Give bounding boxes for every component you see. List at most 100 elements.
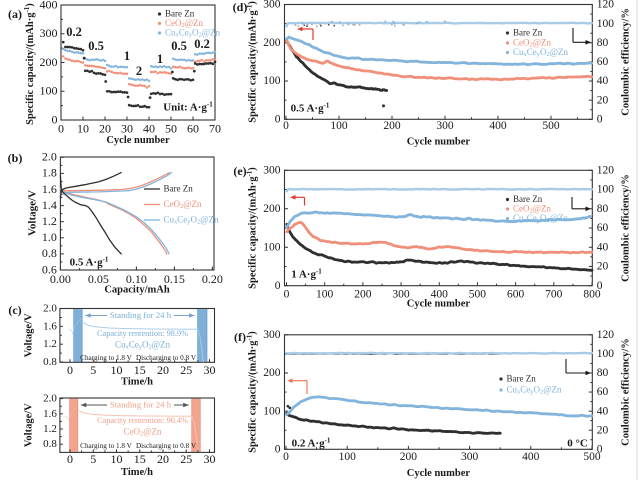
svg-text:0: 0 xyxy=(58,121,64,135)
svg-text:700: 700 xyxy=(545,289,563,301)
svg-text:(d): (d) xyxy=(233,0,248,14)
svg-text:Cycle number: Cycle number xyxy=(407,298,471,309)
svg-text:Coulombic efficiency/%: Coulombic efficiency/% xyxy=(620,8,631,116)
svg-text:200: 200 xyxy=(263,367,281,379)
svg-text:0: 0 xyxy=(275,443,281,455)
svg-text:200: 200 xyxy=(263,37,281,49)
svg-text:60: 60 xyxy=(597,56,609,68)
svg-text:100: 100 xyxy=(330,120,348,132)
svg-text:0: 0 xyxy=(283,120,289,132)
svg-text:Charging to 1.8 V: Charging to 1.8 V xyxy=(80,442,132,450)
svg-text:100: 100 xyxy=(263,405,281,417)
svg-text:0: 0 xyxy=(275,113,281,125)
svg-text:10: 10 xyxy=(111,363,123,377)
svg-text:300: 300 xyxy=(40,26,58,40)
svg-text:15: 15 xyxy=(134,452,146,466)
svg-text:CeO2@Zn: CeO2@Zn xyxy=(123,427,162,438)
svg-text:0.10: 0.10 xyxy=(126,272,147,286)
svg-text:Voltage/V: Voltage/V xyxy=(23,403,34,447)
svg-text:40: 40 xyxy=(597,75,609,87)
svg-text:300: 300 xyxy=(263,0,281,11)
svg-text:(b): (b) xyxy=(8,151,23,165)
svg-text:1.6: 1.6 xyxy=(43,408,57,420)
svg-text:120: 120 xyxy=(597,164,615,176)
svg-text:CuxCeyO2@Zn: CuxCeyO2@Zn xyxy=(507,385,563,396)
svg-text:(c): (c) xyxy=(8,303,21,317)
svg-text:5: 5 xyxy=(90,363,96,377)
svg-text:Coulombic efficiency/%: Coulombic efficiency/% xyxy=(620,174,631,282)
svg-text:0.5 A·g-1: 0.5 A·g-1 xyxy=(291,101,330,114)
svg-text:Specific capacity/(mAh·g-1): Specific capacity/(mAh·g-1) xyxy=(245,1,258,123)
svg-text:500: 500 xyxy=(542,120,560,132)
svg-text:Bare Zn: Bare Zn xyxy=(164,184,194,194)
svg-text:(e): (e) xyxy=(233,164,246,178)
svg-text:400: 400 xyxy=(431,289,449,301)
svg-text:Standing for 24 h: Standing for 24 h xyxy=(110,400,172,410)
svg-text:CuxCeyO2@Zn: CuxCeyO2@Zn xyxy=(513,213,569,224)
svg-text:100: 100 xyxy=(40,84,58,98)
svg-text:20: 20 xyxy=(597,424,609,436)
svg-text:Bare Zn: Bare Zn xyxy=(513,194,543,204)
svg-text:25: 25 xyxy=(180,452,192,466)
svg-text:20: 20 xyxy=(597,94,609,106)
svg-text:0.2: 0.2 xyxy=(66,25,82,39)
svg-text:0: 0 xyxy=(52,112,58,126)
svg-text:400: 400 xyxy=(522,451,540,463)
svg-text:Voltage/V: Voltage/V xyxy=(27,190,39,236)
svg-text:Time/h: Time/h xyxy=(121,377,153,388)
svg-text:40: 40 xyxy=(143,121,155,135)
svg-text:1.8: 1.8 xyxy=(42,166,57,180)
svg-text:80: 80 xyxy=(597,367,609,379)
svg-text:1.4: 1.4 xyxy=(42,198,57,212)
svg-text:300: 300 xyxy=(263,164,281,176)
svg-text:100: 100 xyxy=(597,184,615,196)
svg-text:0: 0 xyxy=(597,113,603,125)
svg-text:1.2: 1.2 xyxy=(43,338,57,350)
svg-text:Bare Zn: Bare Zn xyxy=(507,374,537,384)
svg-text:30: 30 xyxy=(204,452,216,466)
svg-text:2.0: 2.0 xyxy=(43,393,57,405)
svg-text:300: 300 xyxy=(461,451,479,463)
svg-text:200: 200 xyxy=(40,55,58,69)
svg-text:0: 0 xyxy=(283,451,289,463)
svg-text:400: 400 xyxy=(489,120,507,132)
svg-text:20: 20 xyxy=(597,261,609,273)
svg-text:Cycle number: Cycle number xyxy=(407,137,471,148)
svg-text:0: 0 xyxy=(284,289,290,301)
svg-text:120: 120 xyxy=(597,329,615,341)
svg-text:20: 20 xyxy=(157,452,169,466)
svg-text:10: 10 xyxy=(77,121,89,135)
svg-text:0: 0 xyxy=(275,280,281,292)
svg-text:30: 30 xyxy=(121,121,133,135)
svg-text:20: 20 xyxy=(157,363,169,377)
svg-text:0.5: 0.5 xyxy=(88,39,104,53)
svg-text:Specific capacity/(mAh·g-1): Specific capacity/(mAh·g-1) xyxy=(245,167,258,289)
svg-text:1.0: 1.0 xyxy=(42,230,57,244)
svg-text:0.6: 0.6 xyxy=(42,262,57,276)
svg-text:CeO2@Zn: CeO2@Zn xyxy=(165,18,204,29)
svg-text:2: 2 xyxy=(136,64,142,78)
svg-text:1.6: 1.6 xyxy=(42,182,57,196)
svg-text:40: 40 xyxy=(597,241,609,253)
svg-text:15: 15 xyxy=(134,363,146,377)
svg-text:200: 200 xyxy=(400,451,418,463)
svg-text:120: 120 xyxy=(597,0,615,11)
svg-text:(a): (a) xyxy=(8,7,22,21)
svg-text:Time/h: Time/h xyxy=(121,467,153,478)
svg-text:2.0: 2.0 xyxy=(43,303,57,315)
svg-text:0 °C: 0 °C xyxy=(567,438,588,450)
svg-text:Discharging to 0.8 V: Discharging to 0.8 V xyxy=(136,442,197,450)
svg-text:60: 60 xyxy=(597,222,609,234)
svg-text:0: 0 xyxy=(67,363,73,377)
svg-text:70: 70 xyxy=(209,121,221,135)
svg-text:30: 30 xyxy=(204,363,216,377)
svg-text:0.05: 0.05 xyxy=(88,272,109,286)
svg-text:Discharging to 0.8 V: Discharging to 0.8 V xyxy=(136,354,197,362)
svg-text:100: 100 xyxy=(316,289,334,301)
svg-text:0.5 A·g-1: 0.5 A·g-1 xyxy=(70,255,109,268)
svg-text:0.00: 0.00 xyxy=(50,272,71,286)
svg-text:0: 0 xyxy=(597,280,603,292)
svg-text:100: 100 xyxy=(339,451,357,463)
svg-text:CeO2@Zn: CeO2@Zn xyxy=(513,38,552,49)
svg-text:40: 40 xyxy=(597,405,609,417)
